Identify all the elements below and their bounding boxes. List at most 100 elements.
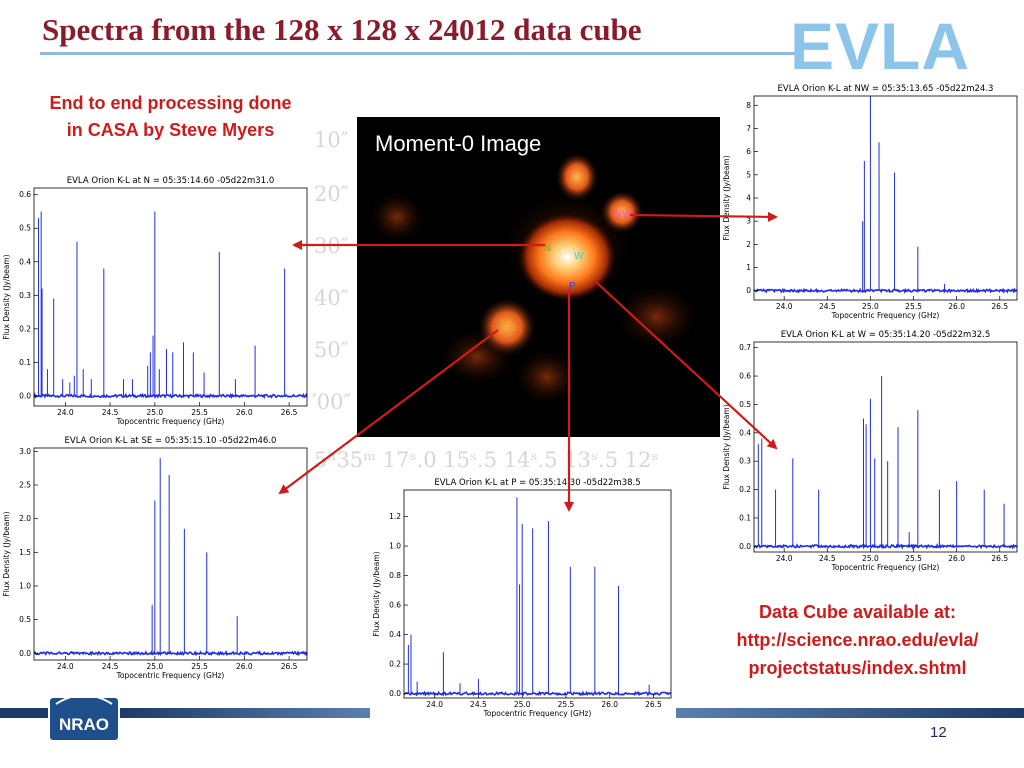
ra-label: 5ʰ35ᵐ 17ˢ.0 15ˢ.5 14ˢ.5 13ˢ.5 12ˢ <box>314 448 659 472</box>
x-tick-label: 26.0 <box>948 302 965 311</box>
source-central-glow <box>517 212 617 302</box>
x-tick-label: 26.0 <box>601 700 618 709</box>
moment0-title: Moment-0 Image <box>375 131 542 156</box>
moment0-image: NW N W P SE Moment-0 Image <box>357 117 722 437</box>
y-tick-label: 0 <box>746 286 751 295</box>
y-tick-label: 1.2 <box>389 512 401 521</box>
chart-title: EVLA Orion K-L at N = 05:35:14.60 -05d22… <box>67 176 274 186</box>
y-tick-label: 1.5 <box>19 548 31 557</box>
data-cube-note-line-2[interactable]: http://science.nrao.edu/evla/ <box>736 630 979 650</box>
y-tick-label: 0.3 <box>19 291 31 300</box>
marker-w: W <box>574 251 584 262</box>
nrao-logo-text: NRAO <box>59 715 109 734</box>
marker-p: P <box>569 281 576 292</box>
y-axis-label: Flux Density (Jy/beam) <box>372 551 381 636</box>
arrow-to-nw <box>629 211 778 222</box>
y-tick-label: 0.2 <box>389 660 401 669</box>
spectrum-series <box>753 376 1018 550</box>
y-tick-label: 5 <box>746 170 751 179</box>
spectrum-panel-se: EVLA Orion K-L at SE = 05:35:15.10 -05d2… <box>0 432 312 688</box>
x-tick-label: 24.0 <box>57 662 74 671</box>
x-tick-label: 25.5 <box>191 662 208 671</box>
spectrum-chart-w: EVLA Orion K-L at W = 05:35:14.20 -05d22… <box>722 330 1018 572</box>
source-nw-glow <box>600 190 644 234</box>
spectrum-chart-p: EVLA Orion K-L at P = 05:35:14.30 -05d22… <box>372 478 672 718</box>
y-tick-label: 0.2 <box>19 324 31 333</box>
dec-label: ′00″ <box>312 390 352 414</box>
x-tick-label: 24.5 <box>102 662 119 671</box>
y-tick-label: 0.6 <box>739 372 751 381</box>
x-tick-label: 26.0 <box>236 408 253 417</box>
x-tick-label: 25.0 <box>514 700 531 709</box>
y-axis-label: Flux Density (Jy/beam) <box>2 254 11 339</box>
y-tick-label: 8 <box>746 101 751 110</box>
x-tick-label: 26.0 <box>236 662 253 671</box>
y-tick-label: 0.1 <box>19 358 31 367</box>
y-tick-label: 2 <box>746 240 751 249</box>
x-tick-label: 24.5 <box>102 408 119 417</box>
y-tick-label: 0.6 <box>19 190 31 199</box>
x-axis-label: Topocentric Frequency (GHz) <box>116 417 225 426</box>
spectrum-baseline <box>403 690 672 697</box>
y-tick-label: 0.5 <box>19 615 31 624</box>
spectrum-series <box>403 497 672 697</box>
x-tick-label: 26.5 <box>281 408 298 417</box>
y-tick-label: 2.0 <box>19 514 31 523</box>
spectrum-chart-n: EVLA Orion K-L at N = 05:35:14.60 -05d22… <box>2 176 308 426</box>
chart-title: EVLA Orion K-L at SE = 05:35:15.10 -05d2… <box>65 436 277 446</box>
y-tick-label: 0.0 <box>389 689 401 698</box>
y-tick-label: 0.4 <box>739 428 751 437</box>
nrao-logo: NRAO <box>50 690 118 740</box>
x-tick-label: 24.0 <box>426 700 443 709</box>
x-axis-label: Topocentric Frequency (GHz) <box>831 563 940 572</box>
dec-label: 50″ <box>314 338 349 362</box>
y-tick-label: 0.4 <box>389 630 401 639</box>
spectrum-series <box>753 96 1018 294</box>
y-tick-label: 0.1 <box>739 513 751 522</box>
y-tick-label: 1 <box>746 263 751 272</box>
x-tick-label: 24.5 <box>819 302 836 311</box>
spectrum-panel-nw: EVLA Orion K-L at NW = 05:35:13.65 -05d2… <box>720 80 1022 328</box>
x-tick-label: 24.0 <box>776 554 793 563</box>
y-tick-label: 0.6 <box>389 601 401 610</box>
x-tick-label: 25.0 <box>146 662 163 671</box>
diffuse-emission <box>512 347 582 407</box>
marker-n: N <box>544 243 551 254</box>
x-tick-label: 25.5 <box>905 554 922 563</box>
x-tick-label: 25.0 <box>862 554 879 563</box>
y-axis-label: Flux Density (Jy/beam) <box>2 511 11 596</box>
diffuse-emission <box>367 189 427 245</box>
y-axis-label: Flux Density (Jy/beam) <box>722 155 731 240</box>
x-tick-label: 26.0 <box>948 554 965 563</box>
x-tick-label: 25.5 <box>558 700 575 709</box>
x-tick-label: 26.5 <box>991 554 1008 563</box>
chart-title: EVLA Orion K-L at NW = 05:35:13.65 -05d2… <box>778 84 994 94</box>
x-axis-label: Topocentric Frequency (GHz) <box>483 709 592 718</box>
source-se-glow <box>477 297 537 357</box>
x-axis-label: Topocentric Frequency (GHz) <box>116 671 225 680</box>
x-axis-label: Topocentric Frequency (GHz) <box>831 311 940 320</box>
y-tick-label: 4 <box>746 194 751 203</box>
data-cube-note-line-3[interactable]: projectstatus/index.shtml <box>748 658 967 678</box>
spectrum-chart-nw: EVLA Orion K-L at NW = 05:35:13.65 -05d2… <box>722 84 1018 320</box>
dec-label: 40″ <box>314 286 349 310</box>
y-tick-label: 0.0 <box>739 542 751 551</box>
x-tick-label: 25.5 <box>905 302 922 311</box>
y-tick-label: 1.0 <box>19 581 31 590</box>
data-cube-note-line-1: Data Cube available at: <box>758 602 957 622</box>
y-tick-label: 3.0 <box>19 447 31 456</box>
diffuse-emission <box>612 282 702 352</box>
y-tick-label: 3 <box>746 217 751 226</box>
processing-note-line-1: End to end processing done <box>49 93 292 113</box>
y-tick-label: 0.0 <box>19 649 31 658</box>
x-tick-label: 26.5 <box>991 302 1008 311</box>
x-tick-label: 25.5 <box>191 408 208 417</box>
y-tick-label: 0.5 <box>19 224 31 233</box>
chart-title: EVLA Orion K-L at P = 05:35:14.30 -05d22… <box>434 478 640 488</box>
y-tick-label: 2.5 <box>19 481 31 490</box>
spectrum-baseline <box>753 543 1018 550</box>
y-tick-label: 0.7 <box>739 343 751 352</box>
footer-bar-right <box>676 708 1024 718</box>
processing-note-line-2: in CASA by Steve Myers <box>66 120 275 140</box>
